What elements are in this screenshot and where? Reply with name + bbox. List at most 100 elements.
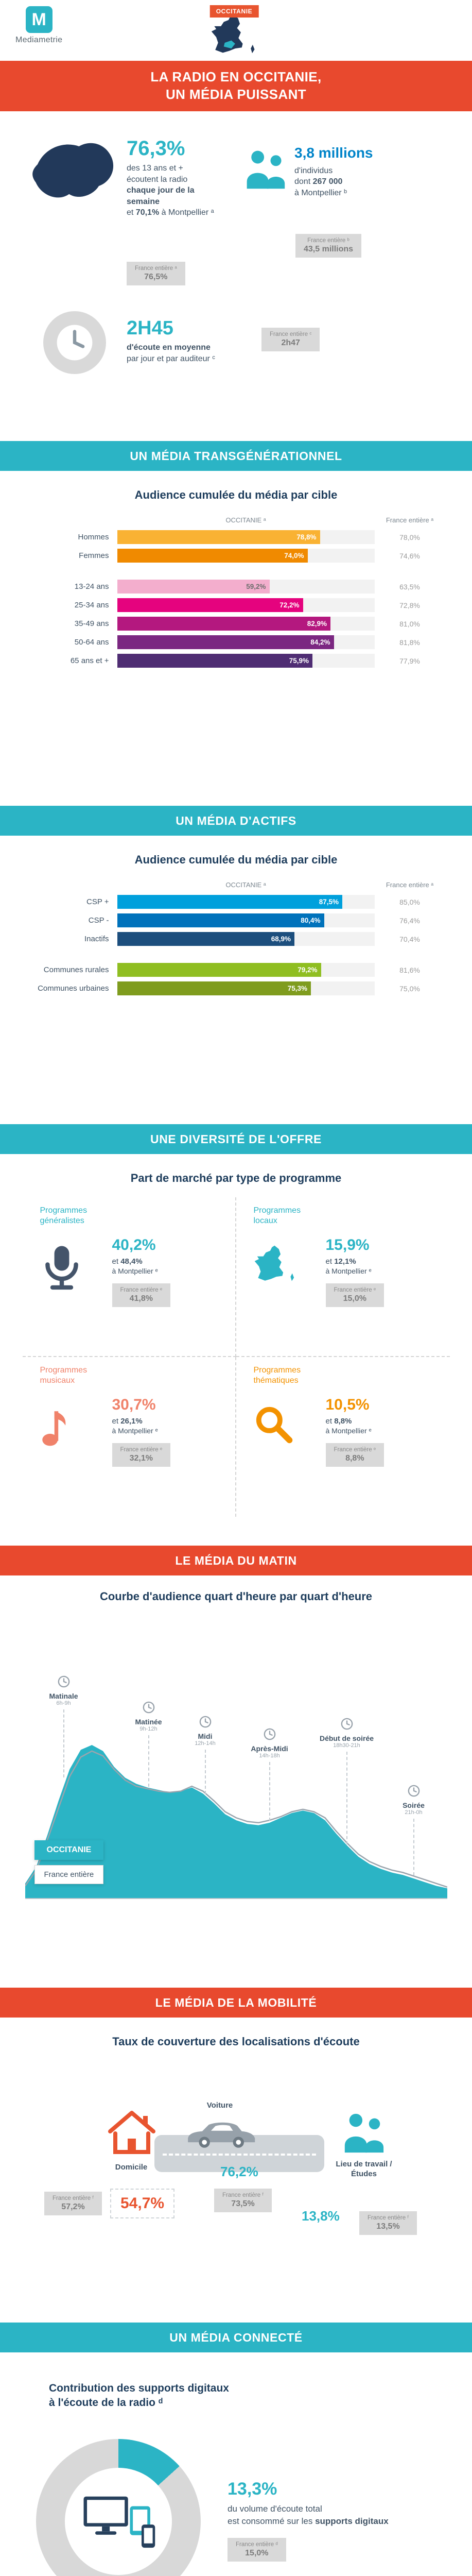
table-row: Inactifs 68,9% 70,4%: [27, 932, 445, 946]
devices-icon: [36, 2439, 201, 2576]
annotation-debut-soiree: Début de soirée 18h30-21h: [313, 1718, 380, 1844]
programme-card-locaux: Programmes locaux 15,9% et 12,1% à Montp…: [236, 1197, 450, 1357]
france-box: France entière ᶜ 2h47: [261, 328, 320, 351]
table-row: Communes urbaines 75,3% 75,0%: [27, 981, 445, 995]
table-row: 13-24 ans 59,2% 63,5%: [27, 580, 445, 594]
column-header-france: France entière ᵃ: [386, 516, 434, 524]
france-box: France entière ᵈ 15,0%: [228, 2537, 286, 2562]
stat-duration-value: 2H45: [127, 317, 173, 339]
clock-icon: [143, 1701, 154, 1714]
mediametrie-logo: M Mediametrie: [15, 6, 62, 45]
france-box: France entière ᶠ 57,2%: [44, 2192, 102, 2215]
legend-occitanie: OCCITANIE: [34, 1840, 104, 1860]
coverage-value-domicile: 54,7%: [110, 2189, 175, 2218]
france-box: France entière ᵉ 41,8%: [112, 1283, 171, 1307]
house-icon: [108, 2111, 155, 2154]
clock-icon: [408, 1785, 419, 1797]
magnifier-icon: [254, 1404, 297, 1452]
header: M Mediametrie OCCITANIE: [0, 0, 472, 61]
clock-icon: [58, 1675, 69, 1688]
france-box: France entière ᶠ 73,5%: [214, 2189, 272, 2212]
clock-icon: [341, 1718, 353, 1730]
bar: 78,8%: [117, 530, 320, 544]
table-row: 50-64 ans 84,2% 81,8%: [27, 635, 445, 649]
section-matin: Courbe d'audience quart d'heure par quar…: [0, 1575, 472, 1988]
main-title-line1: LA RADIO EN OCCITANIE,: [150, 69, 322, 85]
table-row: Hommes 78,8% 78,0%: [27, 530, 445, 544]
france-box: France entière ᵃ 76,5%: [127, 262, 185, 285]
listening-locations-graphic: Domicile Voiture Lieu de travail / Étude…: [0, 2054, 472, 2296]
section-actifs: Audience cumulée du média par cible OCCI…: [0, 836, 472, 1124]
bar: 84,2%: [117, 635, 334, 649]
main-title: LA RADIO EN OCCITANIE, UN MÉDIA PUISSANT: [0, 61, 472, 111]
clock-icon: [264, 1728, 275, 1740]
banner-mobilite: LE MÉDIA DE LA MOBILITÉ: [0, 1988, 472, 2018]
banner-matin: LE MÉDIA DU MATIN: [0, 1546, 472, 1575]
x-axis: [25, 1898, 447, 1899]
france-box: France entière ᶠ 13,5%: [359, 2211, 417, 2235]
clock-icon: [199, 1716, 211, 1728]
chart-title: Courbe d'audience quart d'heure par quar…: [99, 1590, 373, 1603]
share-value: 30,7%: [112, 1396, 156, 1413]
coverage-value-voiture: 76,2%: [220, 2164, 258, 2179]
location-label-travail: Lieu de travail / Études: [336, 2160, 392, 2178]
audience-bar-chart-csp: OCCITANIE ᵃ France entière ᵃ CSP + 87,5%…: [27, 881, 445, 995]
table-row: Communes rurales 79,2% 81,6%: [27, 963, 445, 977]
column-header-region: OCCITANIE ᵃ: [225, 881, 266, 889]
people-icon: [344, 2113, 384, 2153]
coverage-value-travail: 13,8%: [302, 2208, 340, 2224]
banner-connecte: UN MÉDIA CONNECTÉ: [0, 2323, 472, 2352]
france-map-icon: [254, 1245, 297, 1292]
table-row: CSP + 87,5% 85,0%: [27, 895, 445, 909]
bar: 59,2%: [117, 580, 270, 594]
column-header-region: OCCITANIE ᵃ: [225, 516, 266, 524]
chart-title: Part de marché par type de programme: [130, 1172, 342, 1184]
bar: 75,3%: [117, 981, 311, 995]
table-row: 25-34 ans 72,2% 72,8%: [27, 598, 445, 612]
section-connecte: Contribution des supports digitaux à l'é…: [0, 2352, 472, 2576]
table-row: Femmes 74,0% 74,6%: [27, 549, 445, 563]
banner-actifs: UN MÉDIA D'ACTIFS: [0, 806, 472, 836]
programme-card-generalistes: Programmes généralistes 40,2% et 48,4% à…: [22, 1197, 236, 1357]
mediametrie-logo-icon: M: [25, 6, 53, 33]
france-box: France entière ᵇ 43,5 millions: [295, 234, 362, 258]
bar: 75,9%: [117, 654, 312, 668]
bar: 87,5%: [117, 895, 342, 909]
clock-icon: [43, 311, 106, 374]
stat-daily-value: 76,3%: [127, 137, 185, 160]
share-value: 10,5%: [325, 1396, 370, 1413]
table-row: 65 ans et + 75,9% 77,9%: [27, 654, 445, 668]
france-map-icon: [211, 14, 255, 54]
brand-name: Mediametrie: [15, 36, 63, 44]
annotation-matinee: Matinée 9h-12h: [120, 1701, 177, 1787]
programme-card-musicaux: Programmes musicaux 30,7% et 26,1% à Mon…: [23, 1357, 236, 1517]
share-value: 15,9%: [325, 1236, 370, 1253]
digital-share-text: 13,3% du volume d'écoute total est conso…: [228, 2480, 418, 2562]
region-badge: OCCITANIE: [209, 5, 259, 18]
microphone-icon: [40, 1245, 83, 1292]
share-value: 40,2%: [112, 1236, 156, 1253]
main-title-line2: UN MÉDIA PUISSANT: [165, 87, 307, 102]
section-transgenerationnel: Audience cumulée du média par cible OCCI…: [0, 471, 472, 806]
banner-diversite: UNE DIVERSITÉ DE L'OFFRE: [0, 1124, 472, 1154]
section-diversite-offre: Part de marché par type de programme Pro…: [0, 1154, 472, 1546]
section-media-puissant: 76,3% des 13 ans et + écoutent la radio …: [0, 111, 472, 441]
annotation-midi: Midi 12h-14h: [177, 1716, 234, 1794]
stat-duration: 2H45 d'écoute en moyenne par jour et par…: [127, 318, 255, 364]
bar: 80,4%: [117, 913, 324, 927]
programme-share-grid: Programmes généralistes 40,2% et 48,4% à…: [22, 1197, 450, 1517]
annotation-soiree: Soirée 21h-0h: [386, 1785, 442, 1875]
location-label-voiture: Voiture: [206, 2101, 233, 2110]
bar: 82,9%: [117, 617, 330, 631]
bar: 79,2%: [117, 963, 321, 977]
bar: 68,9%: [117, 932, 294, 946]
table-row: CSP - 80,4% 76,4%: [27, 913, 445, 927]
programme-card-thematiques: Programmes thématiques 10,5% et 8,8% à M…: [236, 1357, 450, 1517]
stat-individuals: 3,8 millions d'individus dont 267 000 à …: [294, 145, 413, 199]
audience-people-icon: [247, 150, 285, 189]
digital-share-donut: [36, 2439, 201, 2576]
location-label-domicile: Domicile: [115, 2163, 148, 2172]
table-row: 35-49 ans 82,9% 81,0%: [27, 617, 445, 631]
chart-title: Taux de couverture des localisations d'é…: [112, 2035, 360, 2048]
column-header-france: France entière ᵃ: [386, 881, 434, 889]
